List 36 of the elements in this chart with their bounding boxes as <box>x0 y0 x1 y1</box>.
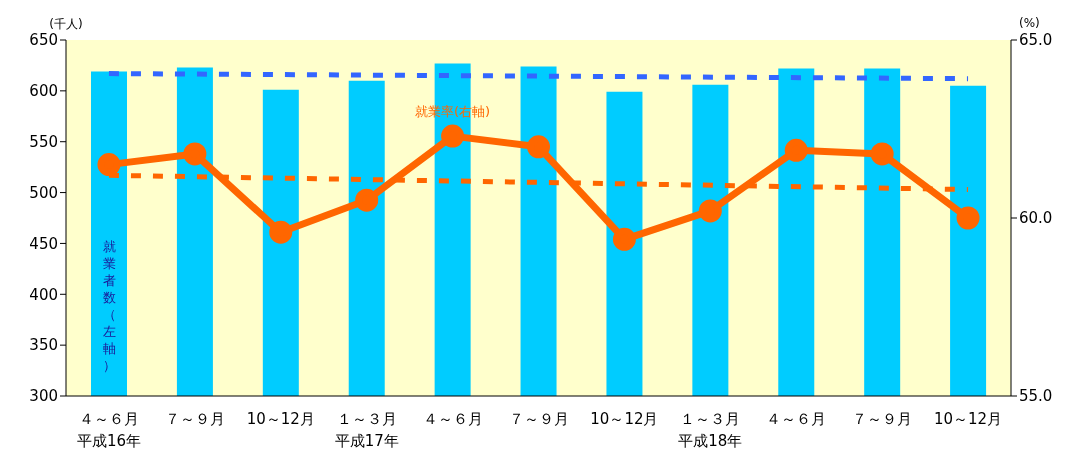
y2-tick-label: 65.0 <box>1019 31 1053 50</box>
point <box>355 188 379 212</box>
point <box>97 153 121 177</box>
y2-tick-label: 60.0 <box>1019 209 1053 228</box>
x-tick-label: ７～９月 <box>851 409 914 430</box>
x-tick-label: 10～12月 <box>245 409 316 430</box>
y-tick-label: 450 <box>29 234 58 253</box>
point <box>956 206 980 230</box>
point <box>870 142 894 166</box>
x-tick-label: ４～６月平成16年 <box>75 409 142 452</box>
point <box>183 142 207 166</box>
point <box>527 135 550 159</box>
y-tick-label: 500 <box>29 183 58 202</box>
x-tick-label: ４～６月 <box>421 409 484 430</box>
y2-tick-label: 55.0 <box>1019 387 1053 406</box>
y-tick-label: 300 <box>29 387 58 406</box>
y2-axis-title: (%) <box>1019 16 1040 30</box>
x-tick-label: ４～６月 <box>765 409 828 430</box>
y-tick-label: 550 <box>29 133 58 152</box>
y-axis-title: (千人) <box>49 16 83 33</box>
y-tick-label: 650 <box>29 31 58 50</box>
x-tick-label: １～３月平成18年 <box>677 409 744 452</box>
point <box>269 220 293 244</box>
x-tick-label: ７～９月 <box>163 409 226 430</box>
x-tick-label: 10～12月 <box>589 409 660 430</box>
x-tick-label: 10～12月 <box>933 409 1004 430</box>
y-tick-label: 350 <box>29 336 58 355</box>
point <box>784 138 808 162</box>
y-tick-label: 400 <box>29 285 58 304</box>
x-tick-label: １～３月平成17年 <box>333 409 400 452</box>
point <box>441 124 465 148</box>
series-label: 就業者数（左軸） <box>102 239 116 373</box>
x-tick-label: ７～９月 <box>507 409 570 430</box>
y-tick-label: 600 <box>29 82 58 101</box>
point <box>698 199 722 223</box>
point <box>612 227 636 251</box>
